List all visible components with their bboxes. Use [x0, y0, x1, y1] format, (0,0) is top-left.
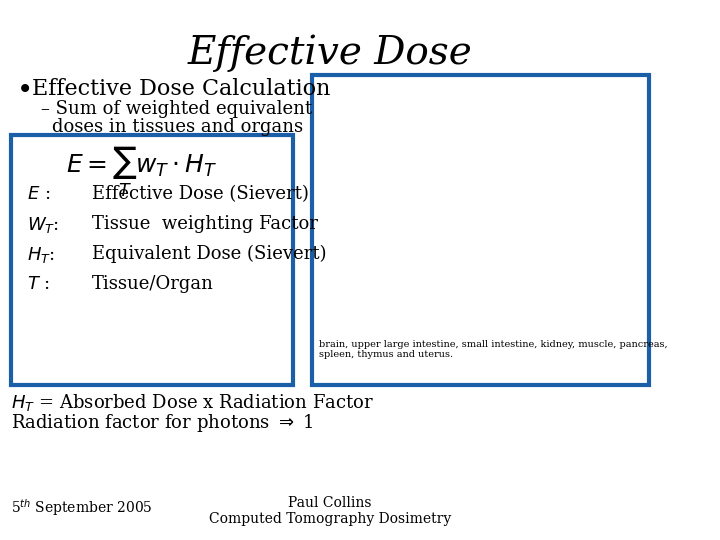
- Text: Effective Dose Calculation: Effective Dose Calculation: [32, 78, 330, 100]
- Text: $E$ :: $E$ :: [27, 185, 51, 203]
- Text: •: •: [17, 78, 32, 105]
- Text: brain, upper large intestine, small intestine, kidney, muscle, pancreas,
spleen,: brain, upper large intestine, small inte…: [319, 340, 667, 360]
- Text: $T$ :: $T$ :: [27, 275, 50, 293]
- Text: Radiation factor for photons $\Rightarrow$ 1: Radiation factor for photons $\Rightarro…: [11, 412, 313, 434]
- Text: Tissue  weighting Factor: Tissue weighting Factor: [91, 215, 318, 233]
- Text: $H_{T}$:: $H_{T}$:: [27, 245, 55, 265]
- Text: $H_{T}$ = Absorbed Dose x Radiation Factor: $H_{T}$ = Absorbed Dose x Radiation Fact…: [11, 392, 374, 413]
- Text: $E = \sum_{T} w_T \cdot H_T$: $E = \sum_{T} w_T \cdot H_T$: [66, 145, 217, 199]
- Text: Computed Tomography Dosimetry: Computed Tomography Dosimetry: [209, 512, 451, 526]
- Text: 5$^{th}$ September 2005: 5$^{th}$ September 2005: [11, 497, 153, 518]
- Text: Effective Dose: Effective Dose: [187, 35, 472, 72]
- FancyBboxPatch shape: [11, 135, 293, 385]
- Text: Effective Dose (Sievert): Effective Dose (Sievert): [91, 185, 308, 203]
- Text: Paul Collins: Paul Collins: [288, 496, 372, 510]
- Text: Equivalent Dose (Sievert): Equivalent Dose (Sievert): [91, 245, 326, 263]
- Text: Tissue/Organ: Tissue/Organ: [91, 275, 214, 293]
- Text: – Sum of weighted equivalent: – Sum of weighted equivalent: [41, 100, 312, 118]
- FancyBboxPatch shape: [312, 75, 649, 385]
- Text: doses in tissues and organs: doses in tissues and organs: [53, 118, 303, 136]
- Text: $W_T$:: $W_T$:: [27, 215, 60, 235]
